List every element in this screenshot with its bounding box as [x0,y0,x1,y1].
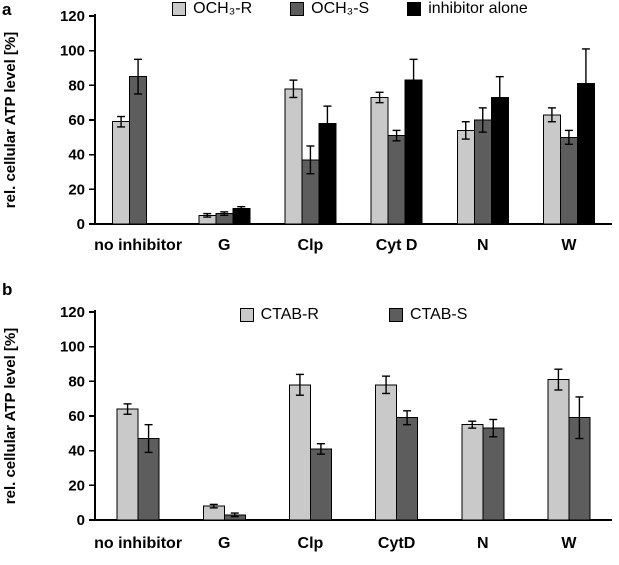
y-tick-label: 20 [68,181,85,198]
x-category-label: Clp [298,237,324,254]
y-tick-label: 60 [68,112,85,129]
bar-CTAB-S-CytD [396,417,419,521]
x-category-label: N [477,535,489,552]
bar-OCH-R-N [456,129,475,225]
bar-OCH-R-CytD [370,96,389,225]
y-tick-label: 100 [60,43,85,60]
bar-CTAB-R-N [461,424,484,521]
x-category-label: G [218,237,230,254]
legend-label: OCH₃-R [193,0,253,17]
legend-swatch-icon [172,2,187,16]
panel-b-label: b [2,280,13,299]
legend-item-CTAB-S: CTAB-S [388,306,468,324]
legend-label: CTAB-S [409,306,468,323]
legend-item-OCH-S: OCH₃-S [290,0,369,18]
bar-CTAB-R-W [547,379,570,521]
y-tick-label: 0 [77,216,85,233]
x-category-label: no inhibitor [94,237,182,254]
y-tick-label: 60 [68,408,85,425]
x-category-label: CytD [378,535,415,552]
bar-OCH-R-Clp [284,88,303,225]
x-category-label: G [218,535,230,552]
y-tick-label: 120 [60,8,85,25]
legend-panel-a: OCH₃-R OCH₃-S inhibitor alone [95,0,605,18]
legend-label: inhibitor alone [428,0,528,17]
panel-b: b CTAB-R CTAB-S 0 20 40 60 80 100 120 rel. cellu… [0,270,619,565]
bar-CTAB-S-Clp [309,448,332,521]
bar-CTAB-S-N [482,427,505,521]
y-tick-label: 120 [60,304,85,321]
chart-panel-b: 0 20 40 60 80 100 120 rel. cellular ATP level [… [2,304,612,552]
y-tick-label: 40 [68,147,85,164]
legend-swatch-icon [407,2,422,16]
legend-swatch-icon [290,2,305,16]
x-category-label: no inhibitor [94,535,182,552]
legend-item-OCH-R: OCH₃-R [172,0,252,18]
legend-panel-b: CTAB-R CTAB-S [95,306,612,324]
y-tick-label: 80 [68,373,85,390]
x-category-label: W [561,535,577,552]
y-tick-label: 20 [68,477,85,494]
legend-swatch-icon [388,308,403,322]
legend-label: CTAB-R [260,306,319,323]
legend-swatch-icon [239,308,254,322]
x-category-label: Cyt D [376,237,418,254]
legend-item-inhibitoralone: inhibitor alone [407,0,528,18]
bar-OCH-R-W [542,114,561,225]
x-category-label: W [561,237,577,254]
chart-panel-a: 0 20 40 60 80 100 120 rel. cellular ATP level [… [2,8,612,254]
y-axis-title: rel. cellular ATP level [%] [2,32,19,208]
panel-a: a OCH₃-R OCH₃-S inhibitor alone 0 20 40 60 80 1… [0,0,619,270]
bar-CTAB-R-noinhibitor [116,408,139,521]
bar-CTAB-R-CytD [375,384,398,521]
x-category-label: Clp [298,535,324,552]
bar-OCH-S-N [473,119,492,225]
y-tick-label: 80 [68,77,85,94]
y-tick-label: 40 [68,443,85,460]
panel-a-label: a [2,0,12,19]
legend-label: OCH₃-S [311,0,370,17]
y-tick-label: 0 [77,512,85,529]
bar-OCH-S-W [559,136,578,225]
y-tick-label: 100 [60,339,85,356]
bar-CTAB-R-Clp [288,384,311,521]
bar-OCH-R-noinhibitor [112,121,131,225]
bar-inhibitoralone-CytD [404,79,423,225]
y-axis-title: rel. cellular ATP level [%] [2,328,19,504]
x-category-label: N [477,237,489,254]
bar-OCH-S-CytD [387,135,406,225]
legend-item-CTAB-R: CTAB-R [239,306,319,324]
bar-OCH-S-noinhibitor [129,76,148,225]
